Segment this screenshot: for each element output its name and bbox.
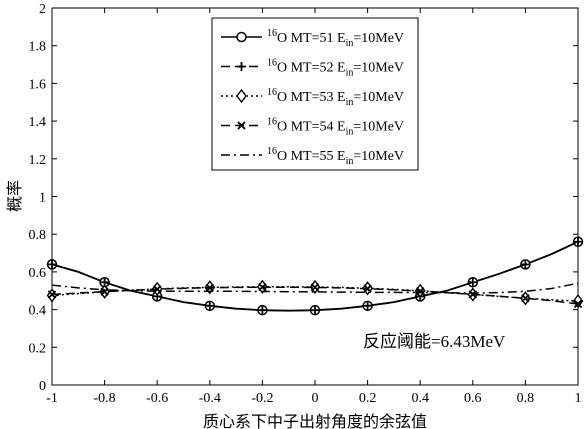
y-tick-label: 0 [39, 379, 46, 394]
series-4-point [205, 283, 214, 292]
legend-sup: 16 [267, 58, 277, 69]
y-tick-label: 1.2 [29, 153, 47, 168]
legend-base: O MT=51 E [277, 31, 346, 46]
y-tick-label: 0.6 [29, 266, 47, 281]
x-tick-label: 0 [312, 391, 319, 406]
legend-sub: in [346, 127, 354, 138]
series-4-point [47, 290, 57, 299]
series-2-point [573, 237, 583, 247]
legend-sub: in [346, 156, 354, 167]
x-tick-label: -0.4 [199, 391, 221, 406]
series-4-point [100, 287, 109, 296]
legend-tail: =10MeV [353, 120, 404, 135]
series-line-5 [51, 282, 579, 294]
series-lines [46, 236, 584, 316]
legend-base: O MT=55 E [277, 149, 346, 164]
legend-sup: 16 [267, 28, 277, 39]
axis-ticks: -1 -0.8 -0.6 -0.4 -0.2 0 0.2 0.4 0.6 0.8 1 0 0.2 0.4 0… [29, 2, 582, 406]
y-tick-label: 0.8 [29, 228, 47, 243]
legend-tail: =10MeV [353, 31, 404, 46]
series-2-point [468, 277, 478, 287]
y-tick-label: 1 [39, 191, 46, 206]
series-4-point [258, 283, 267, 292]
series-4-point [573, 299, 583, 309]
legend-tail: =10MeV [353, 149, 404, 164]
legend-entry-4: 16O MT=54 Ein=10MeV [267, 117, 404, 138]
legend-marker-3 [236, 88, 247, 104]
threshold-annotation: 反应阈能=6.43MeV [363, 332, 506, 351]
y-tick-label: 1.4 [29, 115, 47, 130]
series-2-point [310, 305, 320, 315]
series-4-point [416, 286, 425, 296]
series-4-point [468, 290, 477, 299]
legend-entry-1: 16O MT=51 Ein=10MeV [267, 28, 404, 49]
series-line-4 [51, 286, 579, 305]
legend-base: O MT=52 E [277, 61, 346, 76]
x-tick-label: -0.8 [94, 391, 116, 406]
y-tick-label: 0.2 [29, 341, 47, 356]
legend-marker-2 [237, 62, 246, 71]
x-tick-label: 0.8 [517, 391, 535, 406]
legend-base: O MT=54 E [277, 120, 346, 135]
x-tick-label: 1 [575, 391, 582, 406]
legend-tail: =10MeV [353, 61, 404, 76]
legend-sub: in [346, 38, 354, 49]
legend-sup: 16 [267, 87, 277, 98]
legend-entry-5: 16O MT=55 Ein=10MeV [267, 146, 404, 167]
legend-sub: in [346, 68, 354, 79]
legend-sup: 16 [267, 117, 277, 128]
y-axis-label: 概率 [6, 180, 24, 212]
series-2-point [257, 305, 267, 315]
legend-box [211, 17, 419, 171]
legend-sup: 16 [267, 146, 277, 157]
series-4-point [363, 284, 372, 293]
series-2-point [363, 301, 373, 311]
x-axis-label: 质心系下中子出射角度的余弦值 [203, 412, 427, 429]
series-2-point [520, 259, 530, 269]
x-tick-label: -1 [46, 391, 58, 406]
x-tick-label: -0.6 [146, 391, 168, 406]
x-tick-label: 0.6 [464, 391, 482, 406]
series-4-point [310, 283, 320, 292]
legend-tail: =10MeV [353, 90, 404, 105]
x-tick-label: 0.4 [411, 391, 429, 406]
legend-marker-4 [237, 121, 246, 130]
legend-base: O MT=53 E [277, 90, 346, 105]
y-tick-label: 1.8 [29, 40, 47, 55]
y-tick-label: 1.6 [29, 77, 47, 92]
series-4-point [521, 294, 530, 303]
legend-marker-1 [236, 31, 247, 43]
legend-entry-2: 16O MT=52 Ein=10MeV [267, 58, 404, 79]
x-tick-label: -0.2 [251, 391, 273, 406]
legend-sub: in [346, 97, 354, 108]
legend-entry-3: 16O MT=53 Ein=10MeV [267, 87, 404, 108]
series-2-point [47, 259, 57, 269]
y-tick-label: 0.4 [29, 304, 47, 319]
x-tick-label: 0.2 [359, 391, 377, 406]
y-tick-label: 2 [39, 2, 46, 17]
series-2-point [205, 301, 215, 311]
